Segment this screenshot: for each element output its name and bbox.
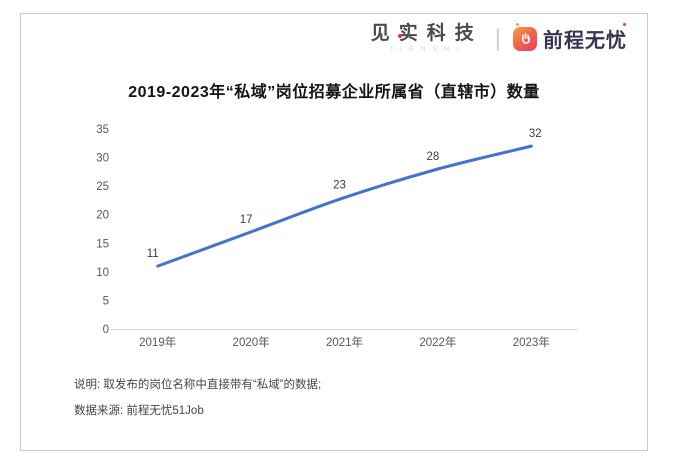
data-point-label: 28 [427,151,440,163]
jianshi-red-dot-icon [397,34,402,39]
x-axis-label: 2022年 [419,335,456,349]
logo-divider: | [494,24,501,52]
y-axis-tick-label: 15 [96,238,109,250]
data-point-label: 32 [529,128,542,140]
jianshi-logo-subtext: JIANSHI [389,45,466,53]
trend-line [156,144,533,268]
jianshi-logo-text: 见实科技 [370,23,483,45]
data-point-label: 23 [333,180,346,192]
y-axis-tick-label: 0 [103,324,109,336]
waving-hand-icon [513,26,537,51]
header-logos: 见实科技 JIANSHI | 前程无忧 [367,23,627,53]
x-axis-label: 2021年 [326,335,363,349]
wuyou-logo-text: 前程无忧 [543,30,627,52]
y-axis-tick-label: 30 [96,153,109,165]
jianshi-logo: 见实科技 JIANSHI [367,23,483,53]
footnotes: 说明: 取发布的岗位名称中直接带有“私域”的数据; 数据来源: 前程无忧51Jo… [74,379,322,417]
y-axis-tick-label: 35 [96,124,109,136]
x-axis-label: 2023年 [513,335,550,349]
x-axis-label: 2019年 [139,335,176,349]
data-point-label: 17 [240,214,253,226]
y-axis-tick-label: 25 [96,181,109,193]
y-axis-tick-label: 20 [96,210,109,222]
line-chart: 0 5 10 15 20 25 30 35 2019年 2020年 2021年 2022年 2023年 1… [96,124,578,349]
data-point-label: 11 [147,248,159,260]
wuyou-51job-logo: 前程无忧 [513,23,627,53]
chart-title: 2019-2023年“私域”岗位招募企业所属省（直辖市）数量 [128,84,540,101]
wuyou-orange-dot-icon [516,23,519,26]
infographic-card: 见实科技 JIANSHI | 前程无忧 [20,13,648,451]
wuyou-red-dot-icon [623,23,626,26]
y-axis-tick-label: 10 [96,267,109,279]
y-axis-tick-label: 5 [103,295,109,307]
footnote-source: 数据来源: 前程无忧51Job [74,404,204,417]
x-axis-label: 2020年 [233,335,270,349]
footnote-method: 说明: 取发布的岗位名称中直接带有“私域”的数据; [74,379,322,391]
